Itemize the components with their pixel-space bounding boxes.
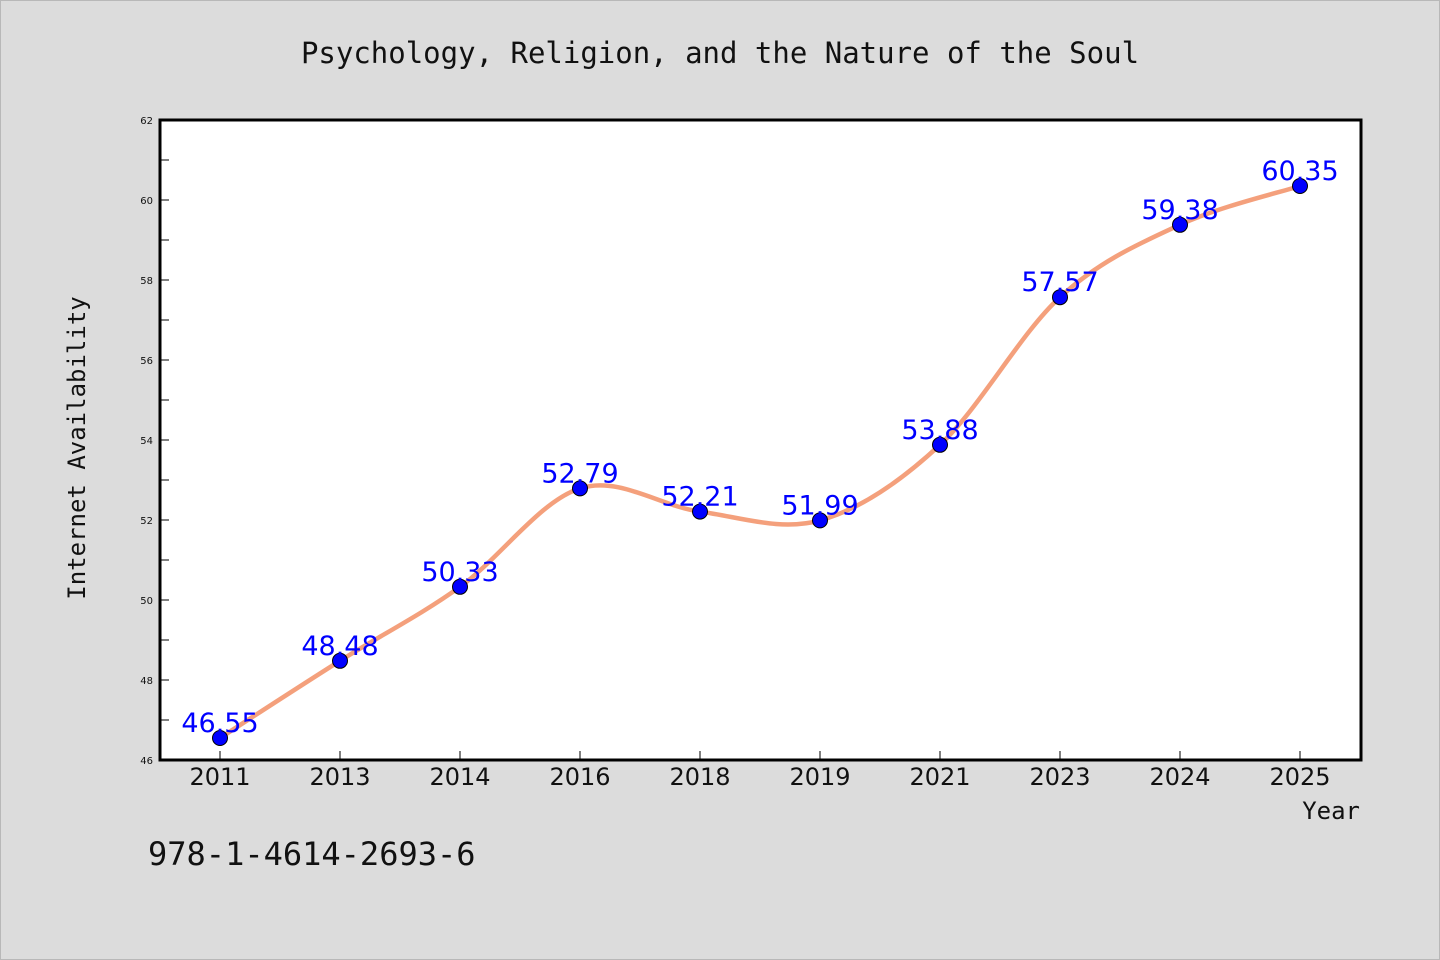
x-tick-label: 2013 bbox=[309, 763, 370, 791]
data-label: 51.99 bbox=[781, 490, 858, 521]
data-label: 52.21 bbox=[661, 482, 738, 513]
data-label: 50.33 bbox=[421, 557, 498, 588]
y-axis-title: Internet Availability bbox=[63, 296, 91, 599]
data-label: 53.88 bbox=[901, 415, 978, 446]
y-tick-label: 48 bbox=[140, 676, 153, 687]
data-point-marker bbox=[1292, 178, 1308, 194]
x-tick-label: 2018 bbox=[669, 763, 730, 791]
footnote-isbn: 978-1-4614-2693-6 bbox=[148, 835, 476, 873]
data-label: 57.57 bbox=[1021, 267, 1098, 298]
data-point-marker bbox=[212, 730, 228, 746]
chart-title: Psychology, Religion, and the Nature of … bbox=[301, 36, 1139, 70]
x-tick-label: 2023 bbox=[1029, 763, 1090, 791]
plot-area bbox=[160, 120, 1361, 760]
data-point-marker bbox=[692, 503, 708, 520]
marker-group bbox=[212, 178, 1308, 746]
y-tick-label: 54 bbox=[140, 436, 153, 447]
data-label-group: 46.55 48.48 50.33 52.79 52.21 51.99 53.88 57.57… bbox=[181, 156, 1338, 739]
y-tick-label: 62 bbox=[140, 116, 153, 127]
data-point-marker bbox=[572, 480, 588, 497]
x-tick-label: 2016 bbox=[549, 763, 610, 791]
data-label: 59.38 bbox=[1141, 195, 1218, 226]
series-line-group bbox=[217, 183, 1303, 741]
x-tick-label: 2025 bbox=[1269, 763, 1330, 791]
data-point-marker bbox=[332, 652, 348, 669]
data-label: 46.55 bbox=[181, 708, 258, 739]
x-tick-label: 2011 bbox=[189, 763, 250, 791]
y-tick-label: 50 bbox=[140, 596, 153, 607]
data-label: 48.48 bbox=[301, 631, 378, 662]
data-point-marker bbox=[1052, 289, 1068, 306]
data-point-marker bbox=[932, 436, 948, 453]
x-tick-label: 2024 bbox=[1149, 763, 1210, 791]
y-tick-label: 60 bbox=[140, 196, 153, 207]
x-tick-label: 2021 bbox=[909, 763, 970, 791]
series-line bbox=[217, 183, 1303, 741]
plot-border bbox=[158, 118, 1363, 762]
y-tick-label: 56 bbox=[140, 356, 153, 367]
x-tick-label: 2014 bbox=[429, 763, 490, 791]
data-point-marker bbox=[452, 578, 468, 595]
x-axis: 2011 2013 2014 2016 2018 2019 2021 2023 2024 2025 bbox=[189, 751, 1331, 791]
data-label: 60.35 bbox=[1261, 156, 1338, 187]
x-tick-label: 2019 bbox=[789, 763, 850, 791]
y-tick-label: 52 bbox=[140, 516, 153, 527]
x-axis-title: Year bbox=[1302, 797, 1360, 825]
data-point-marker bbox=[812, 512, 828, 529]
data-point-marker bbox=[1172, 216, 1188, 233]
y-tick-label: 46 bbox=[140, 756, 153, 767]
data-label: 52.79 bbox=[541, 458, 618, 489]
y-tick-label: 58 bbox=[140, 276, 153, 287]
